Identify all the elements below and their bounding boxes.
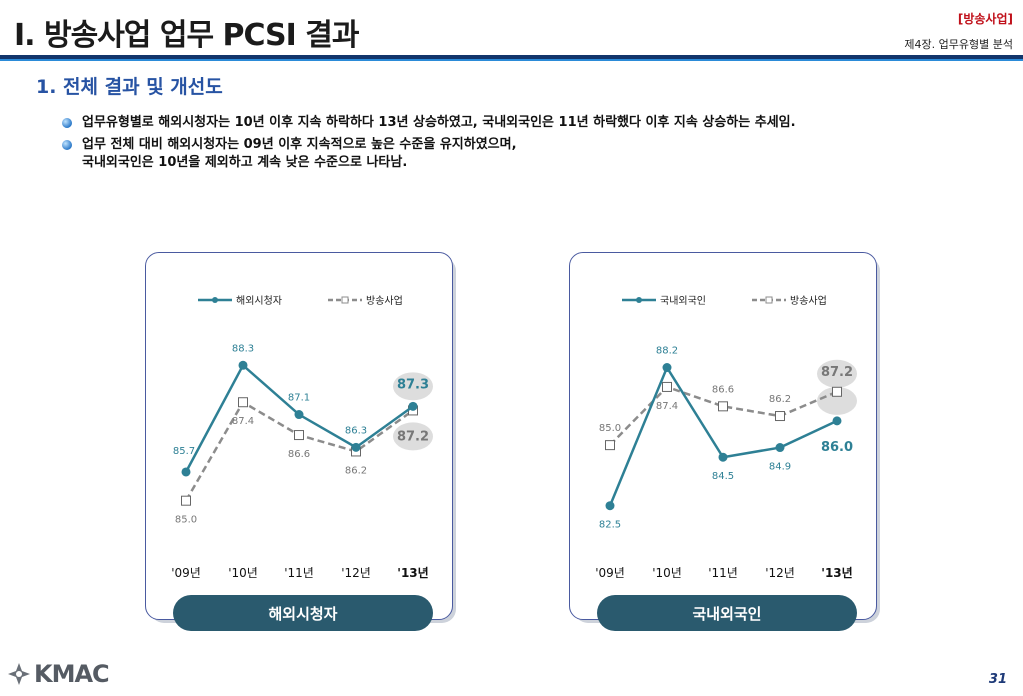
bullet-item: 업무 전체 대비 해외시청자는 09년 이후 지속적으로 높은 수준을 유지하였… [62,136,796,172]
legend-entry: 국내외국인 [622,295,706,307]
page-title: I. 방송사업 업무 PCSI 결과 [14,18,359,53]
legend-entry: 방송사업 [328,294,403,307]
chapter-label: 제4장. 업무유형별 분석 [904,38,1013,51]
bullet-icon [62,140,72,150]
data-point [238,360,248,370]
data-label: 84.5 [712,471,734,482]
section-subtitle: 1. 전체 결과 및 개선도 [36,76,223,98]
chart-domestic-foreigners: 국내외국인 방송사업 85.0 87.4 86.6 86.2 87.2 82.5 88.2 84.… [595,294,857,580]
data-point [605,440,615,451]
data-label: 86.0 [821,440,853,455]
data-label: 87.4 [232,416,254,427]
bullet-text: 업무유형별로 해외시청자는 10년 이후 지속 하락하다 13년 상승하였고, … [82,115,796,130]
data-point [238,397,248,408]
data-point [662,381,672,392]
data-label: 88.3 [232,343,254,354]
data-label: 87.1 [288,393,310,404]
data-label: 85.7 [173,446,195,457]
data-point [662,363,672,373]
chart-label-overseas: 해외시청자 [173,595,433,631]
highlight-halo [817,359,857,388]
legend-entry: 방송사업 [752,294,827,307]
legend-entry: 해외시청자 [198,294,282,307]
data-point [181,495,191,506]
x-tick-label: '11년 [284,566,314,580]
bullet-text: 업무 전체 대비 해외시청자는 09년 이후 지속적으로 높은 수준을 유지하였… [82,137,517,152]
chart-panel-domestic: 국내외국인 방송사업 85.0 87.4 86.6 86.2 87.2 82.5 88.2 84.… [569,252,877,620]
x-tick-label: '09년 [171,566,201,580]
x-tick-label: '11년 [708,566,738,580]
legend-marker [212,297,218,303]
data-label: 86.2 [769,394,791,405]
legend-marker [636,297,642,303]
data-label: 85.0 [599,423,621,434]
kmac-logo: KMAC [6,660,110,688]
bullet-icon [62,118,72,128]
data-point [181,467,191,477]
x-tick-label: '12년 [341,566,371,580]
data-point [775,411,785,422]
highlight-halo [817,386,857,415]
summary-bullets: 업무유형별로 해외시청자는 10년 이후 지속 하락하다 13년 상승하였고, … [62,114,796,176]
page-number: 31 [988,672,1007,687]
highlight-halo [393,422,433,451]
data-point [832,386,842,397]
data-label: 87.4 [656,401,678,412]
data-point [605,501,615,511]
x-tick-label: '09년 [595,566,625,580]
data-label: 86.2 [345,465,367,476]
legend-label: 방송사업 [790,294,827,307]
x-tick-label: '10년 [228,566,258,580]
highlight-halo [393,372,433,401]
chart-panel-overseas: 해외시청자 방송사업 85.0 87.4 86.6 86.2 87.2 85.7 88.3 87.… [145,252,453,620]
data-label: 86.6 [288,449,310,460]
bullet-text-continued: 국내외국인은 10년을 제외하고 계속 낮은 수준으로 나타남. [82,155,408,170]
data-point [718,401,728,412]
data-point [832,416,842,426]
legend-marker [765,296,773,304]
data-label: 84.9 [769,462,791,473]
data-point [718,452,728,462]
x-tick-label: '13년 [821,566,852,580]
data-point [294,430,304,441]
data-label: 86.3 [345,425,367,436]
data-point [294,410,304,420]
legend-label: 해외시청자 [236,294,282,307]
bullet-item: 업무유형별로 해외시청자는 10년 이후 지속 하락하다 13년 상승하였고, … [62,114,796,132]
data-label: 86.6 [712,384,734,395]
x-tick-label: '13년 [397,566,428,580]
data-point [775,443,785,453]
data-point [351,442,361,452]
header-rule-accent [0,59,1023,61]
section-tag: [방송사업] [957,12,1013,26]
logo-text: KMAC [34,660,110,688]
data-label: 87.2 [821,365,853,380]
legend-label: 국내외국인 [660,295,706,307]
legend-marker [341,296,349,304]
data-label: 87.3 [397,377,429,392]
legend-label: 방송사업 [366,294,403,307]
data-label: 82.5 [599,520,621,531]
header-rule [0,55,1023,59]
chart-label-domestic: 국내외국인 [597,595,857,631]
x-tick-label: '12년 [765,566,795,580]
chart-overseas-viewers: 해외시청자 방송사업 85.0 87.4 86.6 86.2 87.2 85.7 88.3 87.… [171,294,433,580]
data-point [408,401,418,411]
data-label: 85.0 [175,515,197,526]
kmac-logo-icon [8,663,30,685]
data-label: 87.2 [397,429,429,444]
x-tick-label: '10년 [652,566,682,580]
data-label: 88.2 [656,346,678,357]
